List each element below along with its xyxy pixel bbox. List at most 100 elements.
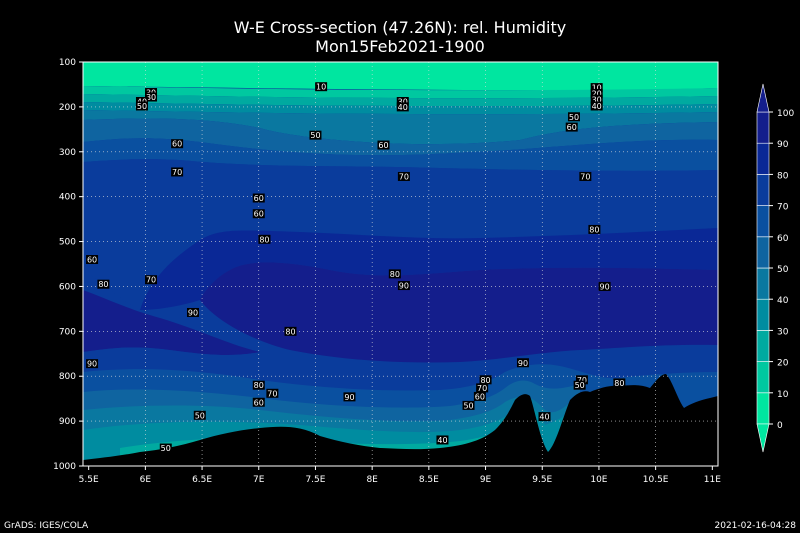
contour-label-text: 70 (580, 172, 590, 181)
colorbar-segment (756, 267, 770, 300)
colorbar-label: 20 (777, 359, 789, 369)
contour-label: 60 (252, 209, 265, 219)
x-tick-label: 10E (590, 475, 607, 485)
colorbar-segment (756, 174, 770, 206)
plot-frame (82, 61, 719, 467)
contour-label-text: 80 (390, 270, 400, 279)
contour-label-bg (396, 97, 409, 107)
contour-field (83, 62, 718, 466)
colorbar-label: 0 (777, 421, 783, 431)
contour-label-text: 60 (254, 194, 264, 203)
contour-label-text: 40 (437, 436, 447, 445)
contour-label: 80 (252, 380, 265, 390)
contour-label-text: 60 (254, 210, 264, 219)
colorbar-segment (756, 236, 770, 269)
contour-label-bg (252, 193, 265, 203)
contour-label-bg (473, 391, 486, 401)
contour-label-bg (135, 101, 148, 111)
contour-label-bg (588, 224, 601, 234)
contour-label: 90 (516, 358, 529, 368)
contour-label-text: 90 (188, 308, 198, 317)
contour-label: 40 (396, 102, 409, 112)
chart-subtitle: Mon15Feb2021-1900 (315, 37, 485, 56)
contour-label-text: 70 (399, 172, 409, 181)
contour-label-bg (397, 171, 410, 181)
contour-label: 80 (258, 234, 271, 244)
contour-label: 50 (573, 380, 586, 390)
colorbar-label: 80 (777, 171, 789, 181)
contour-label: 90 (186, 307, 199, 317)
colorbar-label: 10 (777, 390, 789, 400)
contour-label-bg (252, 397, 265, 407)
contour-label-text: 10 (316, 83, 326, 92)
contour-label-bg (462, 400, 475, 410)
colorbar-label: 50 (777, 265, 789, 275)
y-tick-label: 800 (59, 372, 76, 382)
contour-label-bg (388, 269, 401, 279)
contour-label-bg (252, 380, 265, 390)
x-tick-label: 9E (480, 475, 492, 485)
contour-label: 50 (309, 130, 322, 140)
contour-label-text: 60 (378, 141, 388, 150)
colorbar: 0 10 20 30 40 50 60 70 80 90 100 (756, 83, 794, 453)
colorbar-bottom-arrow (756, 423, 770, 453)
contour-label: 60 (377, 140, 390, 150)
footer-left: GrADS: IGES/COLA (4, 521, 89, 531)
y-tick-label: 700 (59, 327, 76, 337)
x-tick-label: 6E (140, 475, 152, 485)
contour-label-text: 30 (146, 93, 156, 102)
contour-label-bg (538, 412, 551, 422)
contour-label-bg (252, 209, 265, 219)
contour-label: 60 (565, 122, 578, 132)
x-tick-label: 7.5E (305, 475, 325, 485)
contour-label-text: 40 (398, 103, 408, 112)
contour-label-bg (284, 326, 297, 336)
contour-label-text: 30 (592, 95, 602, 104)
colorbar-segment (756, 111, 770, 144)
colorbar-segment (756, 142, 770, 175)
contour-label-bg (315, 82, 328, 92)
contour-label: 40 (436, 435, 449, 445)
contour-label-bg (97, 279, 110, 289)
x-tick-label: 5.5E (79, 475, 99, 485)
contour-label-text: 30 (398, 98, 408, 107)
contour-label-text: 50 (137, 102, 147, 111)
contour-label: 30 (396, 97, 409, 107)
contour-label: 50 (193, 410, 206, 420)
y-tick-label: 400 (59, 193, 76, 203)
contour-label-text: 50 (161, 444, 171, 453)
y-tick-label: 1000 (53, 462, 76, 472)
contour-label: 60 (252, 397, 265, 407)
x-tick-label: 8.5E (419, 475, 439, 485)
contour-label: 30 (145, 92, 158, 102)
contour-label-text: 60 (87, 256, 97, 265)
contour-label-text: 50 (569, 113, 579, 122)
contour-label: 50 (135, 101, 148, 111)
contour-label-bg (590, 94, 603, 104)
colorbar-label: 70 (777, 203, 789, 213)
colorbar-label: 60 (777, 234, 789, 244)
contour-label-text: 60 (567, 123, 577, 132)
contour-label: 20 (590, 88, 603, 98)
colorbar-label: 90 (777, 140, 789, 150)
contour-label: 40 (538, 412, 551, 422)
contour-label: 80 (479, 375, 492, 385)
contour-label: 80 (613, 378, 626, 388)
contour-label-bg (396, 102, 409, 112)
y-tick-label: 900 (59, 417, 76, 427)
contour-label: 70 (575, 375, 588, 385)
contour-label: 70 (476, 383, 489, 393)
contour-label-text: 50 (310, 131, 320, 140)
contour-label-text: 80 (614, 379, 624, 388)
contour-label-bg (309, 130, 322, 140)
contour-label-bg (266, 388, 279, 398)
contour-label-bg (579, 171, 592, 181)
contour-label-bg (479, 375, 492, 385)
contour-label-text: 90 (344, 393, 354, 402)
contour-label-bg (565, 122, 578, 132)
contour-label-text: 60 (254, 398, 264, 407)
contour-label-text: 50 (463, 401, 473, 410)
colorbar-top-arrow (756, 83, 770, 113)
contour-label-text: 80 (98, 280, 108, 289)
contour-label-text: 80 (285, 327, 295, 336)
